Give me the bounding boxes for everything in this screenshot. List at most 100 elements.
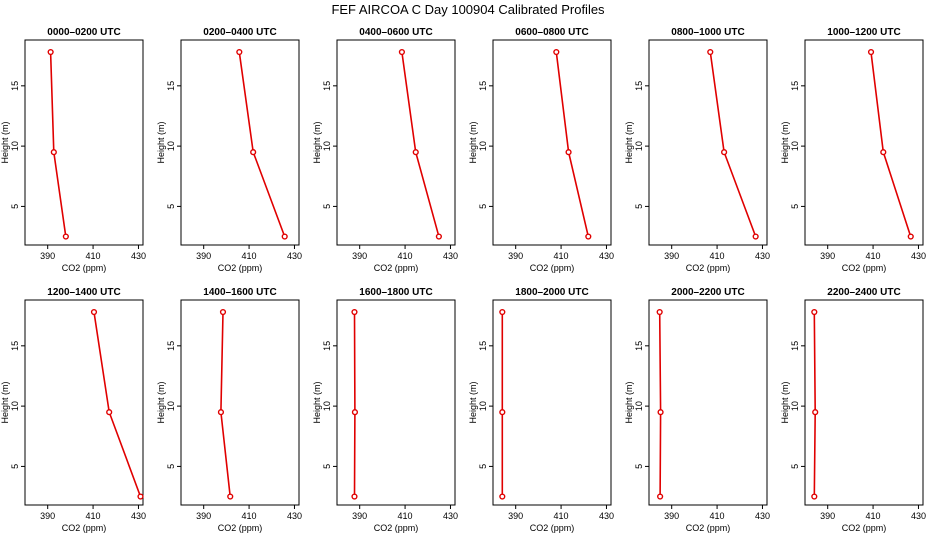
- x-tick-label: 430: [755, 511, 770, 521]
- x-tick-label: 410: [866, 251, 881, 261]
- x-axis-label: CO2 (ppm): [374, 263, 419, 273]
- data-point: [435, 233, 442, 240]
- panel-title: 0800–1000 UTC: [671, 27, 744, 38]
- panel-title: 1000–1200 UTC: [827, 27, 900, 38]
- data-point: [90, 308, 98, 316]
- y-tick-label: 15: [478, 341, 488, 351]
- y-tick-label: 10: [790, 401, 800, 411]
- y-tick-label: 15: [478, 81, 488, 91]
- data-point: [499, 493, 506, 500]
- x-axis-label: CO2 (ppm): [62, 263, 107, 273]
- y-axis-label: Height (m): [780, 121, 790, 163]
- profile-line: [870, 52, 912, 237]
- y-axis-label: Height (m): [156, 121, 166, 163]
- data-point: [656, 308, 663, 316]
- y-tick-label: 5: [10, 464, 20, 469]
- y-tick-label: 10: [478, 401, 488, 411]
- x-tick-label: 430: [287, 511, 302, 521]
- x-tick-label: 390: [508, 511, 523, 521]
- data-point: [351, 493, 358, 500]
- profile-panel: 0200–0400 UTC 390 410 430 5 10 15 CO2 (ppm) Heig…: [156, 27, 302, 273]
- data-point: [351, 409, 359, 416]
- x-tick-label: 430: [443, 511, 458, 521]
- x-tick-label: 410: [710, 251, 725, 261]
- plot-frame: [492, 299, 612, 506]
- y-tick-label: 10: [322, 141, 332, 151]
- y-tick-label: 5: [166, 204, 176, 209]
- y-tick-label: 15: [790, 81, 800, 91]
- y-axis-label: Height (m): [156, 381, 166, 423]
- profile-line: [401, 51, 440, 237]
- panel-title: 1200–1400 UTC: [47, 287, 120, 298]
- x-tick-label: 390: [196, 251, 211, 261]
- plot-frame: [336, 39, 456, 246]
- y-tick-label: 5: [478, 464, 488, 469]
- panel-title: 1800–2000 UTC: [515, 287, 588, 298]
- data-point: [752, 233, 759, 240]
- data-point: [398, 48, 406, 56]
- y-tick-label: 15: [790, 341, 800, 351]
- x-axis-label: CO2 (ppm): [842, 523, 887, 533]
- panel-title: 0400–0600 UTC: [359, 27, 432, 38]
- x-tick-label: 390: [508, 251, 523, 261]
- profile-panel: 1400–1600 UTC 390 410 430 5 10 15 CO2 (ppm) Heig…: [156, 287, 302, 533]
- x-tick-label: 390: [352, 251, 367, 261]
- data-point: [62, 233, 69, 240]
- x-tick-label: 410: [86, 511, 101, 521]
- y-axis-label: Height (m): [0, 381, 10, 423]
- profile-panel: 1800–2000 UTC 390 410 430 5 10 15 CO2 (ppm) Heig…: [468, 287, 614, 533]
- profile-line: [658, 312, 662, 497]
- profile-panel: 0600–0800 UTC 390 410 430 5 10 15 CO2 (ppm) Heig…: [468, 27, 614, 273]
- x-tick-label: 410: [710, 511, 725, 521]
- y-tick-label: 15: [322, 81, 332, 91]
- y-axis-label: Height (m): [312, 121, 322, 163]
- data-point: [219, 308, 227, 316]
- data-point: [585, 233, 592, 240]
- panel-title: 1400–1600 UTC: [203, 287, 276, 298]
- x-tick-label: 390: [820, 251, 835, 261]
- x-tick-label: 390: [40, 511, 55, 521]
- plot-frame: [24, 39, 144, 246]
- plot-frame: [24, 299, 144, 506]
- profile-line: [220, 312, 231, 497]
- figure-title: FEF AIRCOA C Day 100904 Calibrated Profi…: [331, 2, 605, 17]
- y-tick-label: 15: [166, 341, 176, 351]
- x-tick-label: 430: [599, 251, 614, 261]
- profile-panel: 2000–2200 UTC 390 410 430 5 10 15 CO2 (ppm) Heig…: [624, 287, 770, 533]
- x-tick-label: 390: [352, 511, 367, 521]
- x-tick-label: 410: [242, 511, 257, 521]
- profile-panel: 1000–1200 UTC 390 410 430 5 10 15 CO2 (ppm) Heig…: [780, 27, 926, 273]
- x-tick-label: 430: [755, 251, 770, 261]
- y-tick-label: 10: [634, 401, 644, 411]
- x-tick-label: 430: [443, 251, 458, 261]
- data-point: [499, 409, 506, 416]
- profile-line: [555, 52, 590, 237]
- x-tick-label: 410: [398, 251, 413, 261]
- y-tick-label: 10: [634, 141, 644, 151]
- y-tick-label: 5: [478, 204, 488, 209]
- data-point: [281, 233, 288, 240]
- x-tick-label: 410: [554, 511, 569, 521]
- x-tick-label: 390: [664, 251, 679, 261]
- x-axis-label: CO2 (ppm): [686, 523, 731, 533]
- data-point: [106, 409, 113, 416]
- y-tick-label: 5: [322, 464, 332, 469]
- data-point: [707, 48, 714, 56]
- data-point: [499, 308, 506, 316]
- panel-title: 0200–0400 UTC: [203, 27, 276, 38]
- y-tick-label: 15: [322, 341, 332, 351]
- panel-title: 2000–2200 UTC: [671, 287, 744, 298]
- x-tick-label: 390: [196, 511, 211, 521]
- plot-frame: [336, 299, 456, 506]
- x-tick-label: 410: [866, 511, 881, 521]
- panel-title: 0600–0800 UTC: [515, 27, 588, 38]
- data-point: [811, 308, 818, 316]
- panel-title: 2200–2400 UTC: [827, 287, 900, 298]
- x-tick-label: 430: [287, 251, 302, 261]
- data-point: [227, 493, 234, 500]
- y-tick-label: 10: [166, 141, 176, 151]
- x-axis-label: CO2 (ppm): [842, 263, 887, 273]
- x-axis-label: CO2 (ppm): [530, 263, 575, 273]
- profile-line: [49, 52, 67, 237]
